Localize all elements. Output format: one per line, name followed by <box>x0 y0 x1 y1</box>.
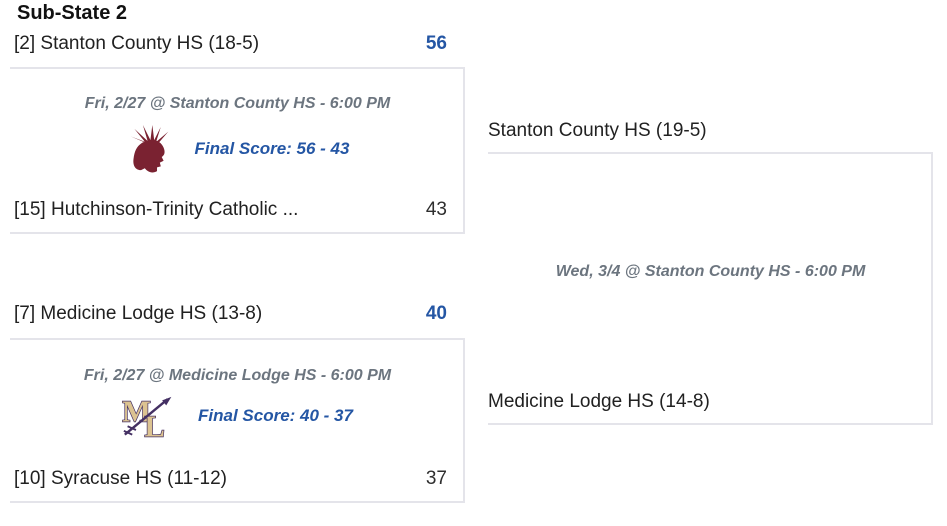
team-name: Medicine Lodge HS (14-8) <box>488 391 710 412</box>
team-name: [2] Stanton County HS (18-5) <box>14 33 260 54</box>
team-row-medicine-lodge-r2[interactable]: Medicine Lodge HS (14-8) <box>488 390 928 414</box>
team-name: [10] Syracuse HS (11-12) <box>14 468 227 489</box>
team-score: 43 <box>425 199 447 220</box>
game-box-round1-game2 <box>10 338 465 503</box>
team-score: 40 <box>425 303 447 324</box>
svg-text:M: M <box>122 395 151 429</box>
team-row-stanton-county-r2[interactable]: Stanton County HS (19-5) <box>488 119 928 143</box>
game-info-text: Fri, 2/27 @ Stanton County HS - 6:00 PM <box>84 95 391 112</box>
final-score-row: M L Final Score: 40 - 37 <box>10 391 465 444</box>
game-info-text: Wed, 3/4 @ Stanton County HS - 6:00 PM <box>555 263 866 280</box>
final-score-row: Final Score: 56 - 43 <box>10 124 465 174</box>
team-row-hutchinson-trinity[interactable]: [15] Hutchinson-Trinity Catholic ... 43 <box>14 198 447 222</box>
team-name: [7] Medicine Lodge HS (13-8) <box>14 303 263 324</box>
final-score-text: Final Score: 56 - 43 <box>194 139 350 158</box>
team-row-medicine-lodge[interactable]: [7] Medicine Lodge HS (13-8) 40 <box>14 302 447 326</box>
bracket-title: Sub-State 2 <box>17 2 128 24</box>
team-score: 56 <box>425 33 447 54</box>
team-name: [15] Hutchinson-Trinity Catholic ... <box>14 199 299 220</box>
svg-text:L: L <box>144 409 164 439</box>
team-name: Stanton County HS (19-5) <box>488 120 707 141</box>
team-row-stanton-county[interactable]: [2] Stanton County HS (18-5) 56 <box>14 32 447 56</box>
game-info-text: Fri, 2/27 @ Medicine Lodge HS - 6:00 PM <box>83 367 392 384</box>
team-score: 37 <box>425 468 447 489</box>
trojan-head-logo <box>126 124 173 174</box>
team-row-syracuse[interactable]: [10] Syracuse HS (11-12) 37 <box>14 467 447 491</box>
ml-arrow-logo: M L <box>121 393 176 444</box>
game-box-round2-game1 <box>488 152 933 425</box>
final-score-text: Final Score: 40 - 37 <box>198 406 353 425</box>
game-box-round1-game1 <box>10 67 465 234</box>
